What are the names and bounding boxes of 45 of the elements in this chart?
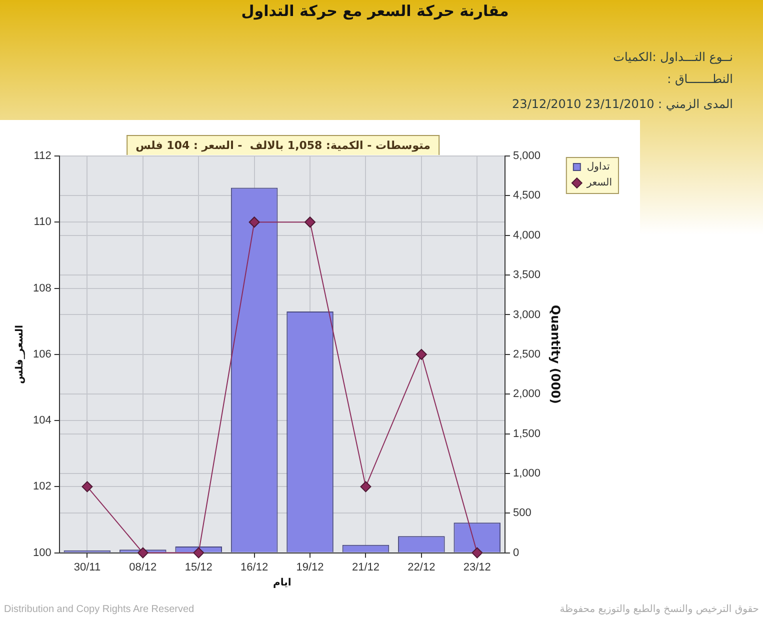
x-tick-label: 23/12 [463, 561, 491, 574]
text: نــوع التـــداول :الكميات [613, 50, 733, 64]
y-tick-label: 100 [32, 546, 52, 559]
y2-axis-title: Quantity (000) [548, 304, 563, 404]
point [193, 547, 204, 558]
chart-title: مقارنة حركة السعر مع حركة التداول [240, 2, 510, 20]
y2-tick-label: 1,000 [512, 467, 541, 480]
y2-tick-label: 2,000 [512, 388, 541, 400]
y2-tick-label: 4,500 [512, 190, 541, 202]
x-tick-label: 16/12 [240, 561, 268, 574]
point [137, 547, 148, 558]
y2-tick-label: 2,500 [512, 348, 541, 360]
legend-label: السعر [586, 178, 612, 189]
y2-tick-label: 4,000 [512, 229, 541, 242]
point [82, 481, 93, 492]
y2-tick-label: 0 [512, 546, 520, 559]
y2-tick-label: 3,000 [512, 308, 541, 321]
text: Distribution and Copy Rights Are Reserved [4, 604, 194, 615]
x-axis-title: ايام [273, 578, 292, 589]
y-tick-label: 106 [32, 348, 52, 360]
y-tick-label: 110 [34, 216, 52, 228]
x-tick-label: 19/12 [296, 561, 324, 574]
x-tick-label: 08/12 [129, 561, 157, 574]
y-tick-label: 102 [32, 480, 52, 493]
x-tick-label: 22/12 [408, 561, 436, 574]
x-tick-label: 21/12 [352, 561, 380, 574]
y-tick-label: 108 [32, 282, 52, 294]
point [472, 547, 483, 558]
point [304, 216, 316, 228]
text: النطـــــــاق : [667, 72, 733, 86]
y2-tick-label: 3,500 [512, 269, 541, 282]
point [360, 481, 372, 492]
text: حقوق الترخيص والنسخ والطبع والتوزيع محفوظة [560, 604, 759, 615]
point [416, 348, 427, 360]
y2-tick-label: 5,000 [512, 150, 541, 162]
text: المدى الزمني : 23/11/2010 23/12/2010 [512, 97, 733, 111]
y-tick-label: 104 [32, 414, 52, 427]
legend-label: تداول [586, 162, 610, 173]
y-tick-label: 112 [34, 150, 52, 162]
y2-tick-label: 500 [512, 507, 532, 520]
y-axis-title: السعر_فلس [14, 324, 26, 384]
x-tick-label: 30/11 [74, 561, 101, 574]
point [248, 216, 260, 228]
y2-tick-label: 1,500 [512, 428, 541, 440]
x-tick-label: 15/12 [184, 561, 212, 574]
